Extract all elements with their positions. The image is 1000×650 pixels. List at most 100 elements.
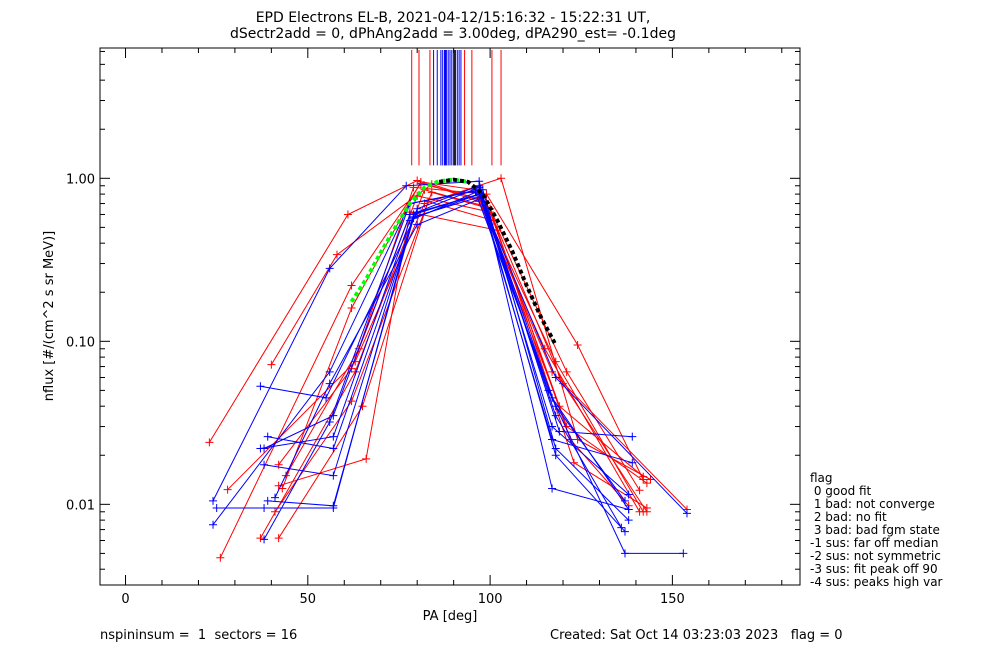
data-point-marker: [271, 493, 279, 502]
series-blue-line: [264, 195, 633, 477]
data-point-marker: [679, 549, 688, 558]
x-tick-label: 150: [660, 592, 685, 607]
data-point-marker: [329, 471, 338, 480]
data-point-marker: [260, 460, 269, 469]
data-point-marker: [347, 281, 356, 290]
data-point-marker: [271, 507, 279, 516]
data-point-marker: [209, 520, 218, 529]
series-blue-line: [263, 193, 633, 464]
series-blue-line: [260, 191, 626, 502]
series-red-line: [281, 181, 688, 510]
series-blue-line: [212, 180, 629, 510]
data-point-marker: [551, 373, 560, 382]
data-point-marker: [263, 432, 272, 441]
data-point-marker: [624, 490, 633, 499]
data-point-marker: [325, 417, 334, 426]
footer-left: nspininsum = 1 sectors = 16: [100, 628, 297, 643]
legend-title: flag: [810, 471, 833, 485]
x-tick-label: 100: [478, 592, 503, 607]
data-point-marker: [405, 210, 414, 219]
data-point-marker: [409, 183, 418, 192]
data-point-marker: [263, 496, 272, 505]
data-point-marker: [332, 250, 341, 259]
data-point-marker: [555, 427, 564, 436]
legend-entry: 3 bad: bad fgm state: [810, 523, 940, 537]
data-point-marker: [548, 484, 557, 493]
data-point-marker: [573, 340, 582, 349]
data-point-marker: [413, 204, 422, 213]
data-point-marker: [548, 435, 557, 444]
x-axis-label: PA [deg]: [423, 609, 478, 624]
series-red-line: [274, 191, 641, 513]
data-point-marker: [551, 411, 560, 420]
data-point-marker: [682, 509, 691, 518]
data-point-marker: [621, 549, 629, 558]
legend: flag 0 good fit 1 bad: not converge 2 ba…: [810, 471, 943, 589]
data-point-marker: [223, 485, 232, 494]
data-point-marker: [325, 379, 334, 388]
y-tick-label: 1.00: [66, 172, 95, 187]
data-point-marker: [427, 188, 436, 197]
data-point-marker: [260, 503, 269, 512]
data-point-marker: [624, 505, 633, 514]
data-point-marker: [624, 516, 633, 525]
fit-curve-black: [438, 177, 558, 346]
title: EPD Electrons EL-B, 2021-04-12/15:16:32 …: [230, 10, 676, 42]
data-point-marker: [362, 454, 371, 463]
data-point-marker: [409, 214, 418, 223]
data-point-marker: [402, 181, 411, 190]
data-point-marker: [256, 534, 265, 543]
title-line-1: EPD Electrons EL-B, 2021-04-12/15:16:32 …: [256, 10, 651, 26]
series-red-line: [259, 189, 644, 539]
data-point-marker: [329, 411, 338, 420]
data-point-marker: [212, 503, 221, 512]
data-point-marker: [209, 496, 218, 505]
data-point-marker: [562, 367, 571, 376]
legend-entry: 1 bad: not converge: [810, 497, 935, 511]
data-point-marker: [548, 393, 557, 402]
series-blue-line: [267, 193, 688, 514]
plot-data-layer: [205, 50, 691, 562]
legend-entry: -1 sus: far off median: [810, 536, 938, 550]
x-tick-label: 0: [121, 592, 129, 607]
series-blue-line: [274, 197, 630, 510]
data-point-marker: [274, 534, 283, 543]
x-tick-label: 50: [300, 592, 317, 607]
data-point-marker: [621, 527, 629, 536]
series-blue-line: [263, 189, 626, 540]
data-point-marker: [260, 535, 269, 544]
data-point-marker: [216, 553, 225, 562]
data-point-marker: [569, 458, 578, 467]
data-point-marker: [628, 458, 637, 467]
series-blue-line: [260, 186, 622, 528]
data-point-marker: [551, 444, 560, 453]
data-point-marker: [205, 438, 214, 447]
data-point-marker: [329, 432, 338, 441]
data-point-marker: [642, 479, 651, 488]
series-red-line: [208, 179, 641, 513]
data-point-marker: [267, 360, 276, 369]
axes-layer: 0 50 100 150 0.01 0.10 1.00: [66, 48, 800, 607]
data-point-marker: [628, 432, 637, 441]
data-point-marker: [497, 174, 506, 183]
legend-entry: -3 sus: fit peak off 90: [810, 562, 938, 576]
legend-entry: -2 sus: not symmetric: [810, 549, 941, 563]
legend-entry: -4 sus: peaks high var: [810, 575, 943, 589]
data-point-marker: [635, 486, 644, 495]
y-tick-label: 0.10: [66, 335, 95, 350]
data-point-marker: [551, 451, 560, 460]
title-line-2: dSectr2add = 0, dPhAng2add = 3.00deg, dP…: [230, 26, 676, 42]
series-red-line: [227, 177, 651, 491]
legend-entry: 0 good fit: [810, 484, 872, 498]
data-point-marker: [642, 503, 651, 512]
data-point-marker: [358, 402, 367, 411]
data-point-marker: [639, 475, 648, 484]
data-point-marker: [413, 220, 422, 229]
series-blue-line: [267, 185, 629, 495]
series-red-line: [278, 195, 648, 484]
y-tick-label: 0.01: [66, 498, 95, 513]
data-point-marker: [329, 444, 338, 453]
data-point-marker: [548, 422, 557, 431]
plot-frame: [99, 47, 801, 586]
